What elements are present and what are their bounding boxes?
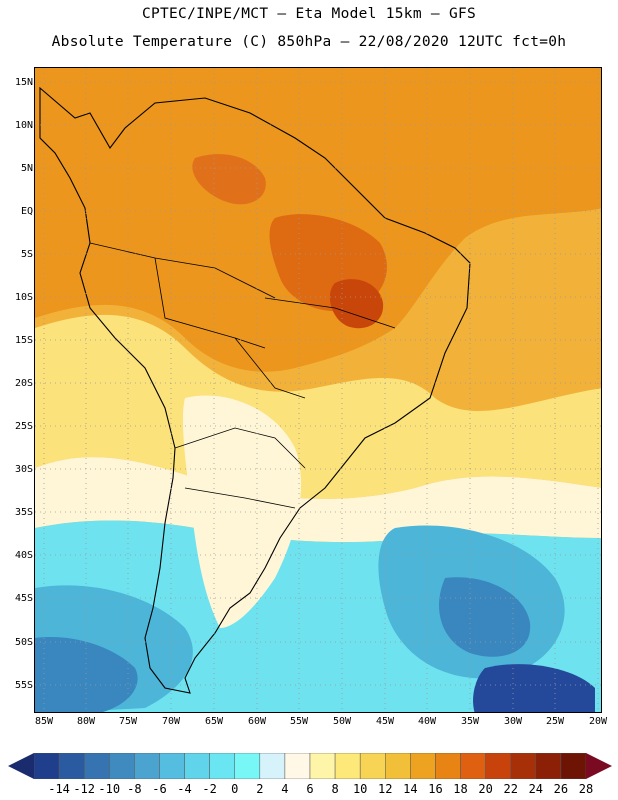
lat-label: 40S <box>14 550 33 561</box>
mild-zone <box>35 314 601 499</box>
colorbar-label: 20 <box>478 782 493 796</box>
colorbar <box>8 753 612 779</box>
colorbar-label: 4 <box>281 782 289 796</box>
colorbar-label: -2 <box>202 782 217 796</box>
lat-label: 15N <box>14 77 33 88</box>
colorbar-label: 6 <box>306 782 314 796</box>
lat-label: 20S <box>14 378 33 389</box>
lat-label: 55S <box>14 680 33 691</box>
map-title: CPTEC/INPE/MCT – Eta Model 15km – GFS <box>141 6 477 22</box>
colorbar-cell <box>234 753 261 779</box>
colorbar-cell <box>309 753 336 779</box>
colorbar-label: -4 <box>177 782 192 796</box>
colorbar-label: 28 <box>578 782 594 796</box>
colorbar-cell <box>410 753 436 779</box>
cool-zone <box>35 457 601 543</box>
lon-label: 50W <box>332 716 352 727</box>
lon-label: 70W <box>161 716 181 727</box>
lat-label: 35S <box>14 507 33 518</box>
colorbar-cell <box>535 753 562 779</box>
colorbar-cell <box>284 753 311 779</box>
colorbar-label: 8 <box>331 782 339 796</box>
lon-label: 45W <box>375 716 395 727</box>
lat-label: 5N <box>20 163 33 174</box>
colorbar-low-arrow <box>8 753 34 779</box>
temperature-map[interactable] <box>34 67 602 713</box>
map-subtitle: Absolute Temperature (C) 850hPa – 22/08/… <box>51 34 567 50</box>
lon-label: 75W <box>118 716 138 727</box>
colorbar-label: -14 <box>48 782 70 796</box>
lon-label: 80W <box>76 716 96 727</box>
coldest-zone <box>35 637 138 712</box>
lat-label: 15S <box>14 335 33 346</box>
border-lines <box>89 242 396 509</box>
lon-label: 40W <box>417 716 437 727</box>
hot-core <box>329 279 384 329</box>
colorbar-cell <box>134 753 160 779</box>
colorbar-cell <box>435 753 461 779</box>
colorbar-label: -8 <box>127 782 142 796</box>
lat-label: 10S <box>14 292 33 303</box>
colorbar-cell <box>259 753 286 779</box>
lon-label: 20W <box>588 716 608 727</box>
hot-core <box>192 154 266 205</box>
colorbar-label: 14 <box>403 782 418 796</box>
colorbar-label: 26 <box>553 782 569 796</box>
lat-label: 10N <box>14 120 33 131</box>
lon-label: 60W <box>247 716 267 727</box>
colorbar-cell <box>510 753 537 779</box>
colorbar-label: -10 <box>98 782 121 796</box>
colorbar-high-arrow <box>586 753 612 779</box>
colorbar-cell <box>359 753 386 779</box>
colorbar-label: 22 <box>503 782 518 796</box>
colorbar-label: 0 <box>231 782 239 796</box>
coldest-zone <box>473 664 595 712</box>
colorbar-cell <box>460 753 486 779</box>
colorbar-label: -6 <box>152 782 167 796</box>
lat-label: 5S <box>20 249 33 260</box>
lon-label: 65W <box>204 716 224 727</box>
colorbar-label: 16 <box>428 782 443 796</box>
colorbar-cell <box>209 753 235 779</box>
lat-label: 25S <box>14 421 33 432</box>
lon-label: 25W <box>545 716 565 727</box>
lat-label: EQ <box>20 206 33 217</box>
colorbar-label: 2 <box>256 782 264 796</box>
colorbar-cell <box>33 753 60 779</box>
colorbar-cell <box>109 753 135 779</box>
coldest-zone <box>439 577 531 657</box>
lon-label: 55W <box>289 716 309 727</box>
colorbar-cell <box>184 753 210 779</box>
pale-zone <box>182 395 302 628</box>
colorbar-cell <box>159 753 185 779</box>
colorbar-cell <box>560 753 587 779</box>
lat-label: 45S <box>14 593 33 604</box>
colorbar-label: 10 <box>352 782 368 796</box>
lon-label: 85W <box>34 716 54 727</box>
colorbar-cell <box>485 753 511 779</box>
colorbar-cell <box>83 753 110 779</box>
lon-label: 35W <box>460 716 480 727</box>
colorbar-label: 18 <box>453 782 468 796</box>
lon-label: 30W <box>503 716 523 727</box>
colorbar-label: -12 <box>73 782 96 796</box>
colorbar-label: 12 <box>378 782 393 796</box>
lat-label: 50S <box>14 637 33 648</box>
colorbar-label: 24 <box>528 782 544 796</box>
coastline <box>39 86 471 694</box>
temperature-field <box>35 68 601 712</box>
colorbar-cell <box>334 753 361 779</box>
colorbar-cell <box>385 753 411 779</box>
colorbar-cell <box>58 753 85 779</box>
lat-label: 30S <box>14 464 33 475</box>
